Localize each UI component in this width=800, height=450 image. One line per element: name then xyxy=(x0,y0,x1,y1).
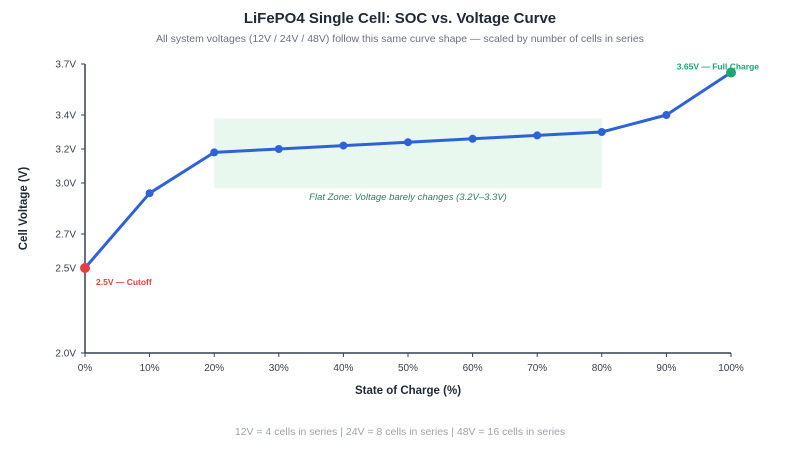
data-point xyxy=(210,148,219,157)
chart-subtitle: All system voltages (12V / 24V / 48V) fo… xyxy=(156,33,644,45)
x-tick-label: 40% xyxy=(333,363,353,374)
axes xyxy=(84,64,731,354)
y-tick-label: 3.0V xyxy=(55,179,76,190)
data-point xyxy=(468,134,477,143)
full-charge-annotation: 3.65V — Full Charge xyxy=(677,62,759,72)
y-tick-label: 3.2V xyxy=(55,145,76,156)
x-tick-label: 10% xyxy=(140,363,160,374)
x-tick-label: 20% xyxy=(204,363,224,374)
x-tick-label: 80% xyxy=(592,363,612,374)
data-point xyxy=(662,111,671,119)
chart-title: LiFePO4 Single Cell: SOC vs. Voltage Cur… xyxy=(243,10,557,27)
x-tick-label: 70% xyxy=(527,363,547,374)
flat-zone-label: Flat Zone: Voltage barely changes (3.2V–… xyxy=(309,192,507,203)
y-axis-title: Cell Voltage (V) xyxy=(18,167,30,251)
x-tick-label: 30% xyxy=(269,363,289,374)
annotations: 2.5V — Cutoff 3.65V — Full Charge xyxy=(96,62,759,288)
data-point xyxy=(404,138,412,147)
footnote: 12V = 4 cells in series | 24V = 8 cells … xyxy=(234,426,566,438)
data-point xyxy=(533,131,542,140)
data-point-cutoff xyxy=(80,263,90,273)
y-tick-label: 2.0V xyxy=(55,349,76,360)
data-point xyxy=(339,141,348,150)
x-tick-label: 60% xyxy=(463,363,483,374)
x-tick-label: 50% xyxy=(398,363,418,374)
y-tick-label: 2.7V xyxy=(55,230,76,241)
data-points xyxy=(80,67,736,273)
y-tick-label: 3.7V xyxy=(55,60,76,71)
y-tick-label: 3.4V xyxy=(55,111,76,122)
tick-labels: 2.0V 2.5V 2.7V 3.0V 3.2V 3.4V 3.7V 0% 10% 20% 30% 4… xyxy=(55,60,743,375)
flat-zone-region xyxy=(214,118,602,189)
data-point xyxy=(145,189,154,198)
data-point xyxy=(597,128,606,136)
x-axis-title: State of Charge (%) xyxy=(355,385,461,397)
data-point-full-charge xyxy=(726,67,736,78)
data-point xyxy=(274,145,283,153)
x-tick-label: 90% xyxy=(656,363,676,374)
y-tick-label: 2.5V xyxy=(55,264,76,275)
x-tick-label: 100% xyxy=(718,363,744,374)
cutoff-annotation: 2.5V — Cutoff xyxy=(96,277,152,287)
x-tick-label: 0% xyxy=(78,363,93,374)
